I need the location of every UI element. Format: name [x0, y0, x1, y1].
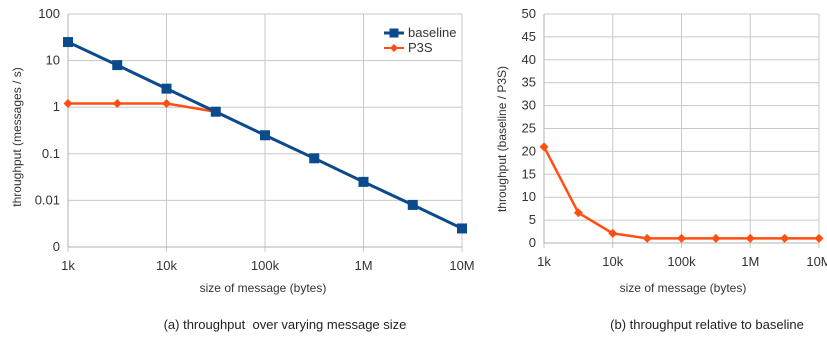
chart-b-gridlines	[543, 13, 820, 248]
chart-a-point-baseline	[358, 176, 369, 187]
chart-b-y-tick-label: 20	[522, 143, 536, 158]
chart-a-y-tick-label: 10	[46, 53, 60, 68]
chart-a-point-p3s	[162, 99, 171, 109]
chart-b-y-tick-label: 0	[529, 235, 536, 250]
chart-b-y-tick-label: 5	[529, 212, 536, 227]
chart-a-y-tick-labels: 100 10 1 0.1 0.01 0	[35, 6, 60, 254]
chart-a-axes	[67, 14, 462, 248]
chart-b-caption: (b) throughput relative to baseline	[610, 317, 804, 332]
chart-b-x-tick-label: 10k	[602, 254, 623, 269]
chart-b-y-tick-label: 30	[522, 98, 536, 113]
chart-b-axes	[543, 14, 819, 244]
chart-b-y-axis-label: throughput (baseline / P3S)	[495, 66, 509, 212]
chart-b-y-tick-label: 45	[522, 29, 536, 44]
chart-a-y-tick-label: 0.01	[35, 192, 60, 207]
chart-b-point-series	[539, 142, 549, 152]
chart-a-caption: (a) throughput over varying message size	[164, 317, 407, 332]
chart-a-point-baseline	[260, 130, 270, 141]
chart-a-x-tick-label: 100k	[251, 258, 280, 273]
chart-a-y-tick-label: 0	[53, 239, 60, 254]
chart-b-point-series	[780, 233, 790, 243]
legend-baseline-label: baseline	[408, 25, 456, 40]
chart-b-y-tick-label: 15	[522, 166, 536, 181]
chart-b-x-tick-label: 100k	[667, 254, 696, 269]
chart-a-throughput: 100 10 1 0.1 0.01 0 1k 10k 100k 1M 10M throughput…	[10, 6, 475, 332]
chart-a-x-tick-label: 1M	[354, 258, 372, 273]
chart-a-legend: baseline P3S	[380, 22, 461, 58]
chart-b-point-series	[642, 233, 652, 243]
chart-a-series	[63, 37, 467, 234]
chart-a-y-tick-label: 100	[38, 6, 60, 21]
chart-b-point-series	[745, 233, 755, 243]
chart-a-legend-box	[380, 22, 461, 58]
chart-a-point-baseline	[63, 37, 73, 48]
chart-b-x-tick-label: 1k	[537, 254, 551, 269]
chart-b-x-tick-label: 10M	[806, 254, 827, 269]
chart-a-y-axis-label: throughput (messages / s)	[10, 67, 24, 206]
chart-b-y-tick-labels: 0 5 10 15 20 25 30 35 40 45 50	[522, 6, 536, 250]
chart-b-x-axis-label: size of message (bytes)	[620, 281, 747, 295]
chart-b-y-tick-label: 10	[522, 189, 536, 204]
chart-a-y-tick-label: 0.1	[42, 146, 60, 161]
legend-baseline-marker	[389, 28, 399, 38]
chart-b-point-series	[573, 208, 583, 218]
chart-b-series-series	[539, 142, 824, 243]
chart-a-x-axis-label: size of message (bytes)	[200, 281, 327, 295]
chart-b-point-series	[711, 233, 721, 243]
chart-b-relative-throughput: 0 5 10 15 20 25 30 35 40 45 50 1k 10k 100k 1M 10M thro…	[495, 6, 827, 332]
chart-b-x-tick-label: 1M	[741, 254, 759, 269]
chart-a-x-tick-labels: 1k 10k 100k 1M 10M	[61, 258, 475, 273]
chart-a-point-baseline	[112, 60, 123, 71]
chart-a-point-p3s	[112, 99, 122, 109]
chart-a-y-tick-label: 1	[53, 99, 60, 114]
chart-a-point-baseline	[161, 83, 172, 94]
chart-b-y-tick-label: 35	[522, 75, 536, 90]
chart-a-x-tick-label: 10M	[449, 258, 474, 273]
legend-p3s-marker	[390, 44, 398, 52]
chart-a-point-p3s	[63, 99, 73, 109]
chart-a-point-baseline	[407, 199, 418, 210]
chart-b-point-series	[608, 228, 618, 238]
chart-a-x-tick-label: 10k	[156, 258, 177, 273]
chart-b-point-series	[814, 233, 824, 243]
chart-a-point-baseline	[210, 106, 221, 117]
chart-b-point-series	[677, 233, 686, 243]
chart-b-x-tick-labels: 1k 10k 100k 1M 10M	[537, 254, 827, 269]
chart-a-series-baseline	[63, 37, 467, 234]
chart-b-series	[539, 142, 824, 243]
chart-b-y-tick-label: 25	[522, 121, 536, 136]
chart-a-x-tick-label: 1k	[61, 258, 75, 273]
chart-a-point-baseline	[309, 153, 320, 164]
chart-b-y-tick-label: 50	[522, 6, 536, 21]
chart-b-y-tick-label: 40	[522, 52, 536, 67]
chart-a-point-baseline	[457, 223, 467, 234]
legend-p3s-label: P3S	[408, 40, 433, 55]
